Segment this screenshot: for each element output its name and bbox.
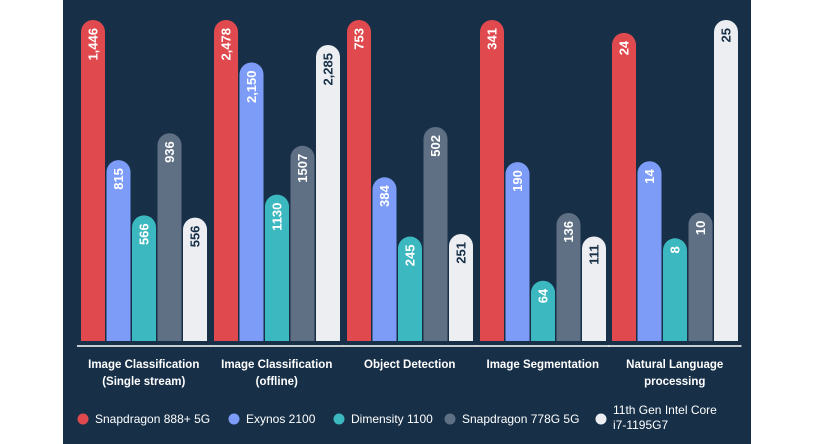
bar-value-label: 136 <box>561 221 576 243</box>
bar-exynos-2100-natural-language-processing <box>637 161 662 341</box>
bar-value-label: 2,285 <box>321 53 336 86</box>
bar-11th-gen-intel-core-i7-1195g7-image-classification-single-stream <box>183 217 207 341</box>
bar-value-label: 24 <box>617 40 632 55</box>
bar-value-label: 64 <box>536 288 551 303</box>
legend-label-dimensity-1100: Dimensity 1100 <box>351 412 433 426</box>
legend-label-11th-gen-intel-core-i7-1195g7: 11th Gen Intel Core i7-1195G7 <box>613 403 717 432</box>
bar-value-label: 815 <box>111 168 126 190</box>
bar-value-label: 14 <box>642 168 657 183</box>
category-label-natural-language-processing: Natural Language processing <box>626 359 723 388</box>
bar-11th-gen-intel-core-i7-1195g7-object-detection <box>449 234 473 341</box>
bar-value-label: 936 <box>162 141 177 163</box>
bar-value-label: 2,478 <box>219 28 234 61</box>
bar-snapdragon-888-5g-image-classification-single-stream <box>81 20 105 341</box>
bar-exynos-2100-image-classification-single-stream <box>106 160 131 341</box>
bar-snapdragon-778g-5g-image-segmentation <box>556 212 581 341</box>
category-label-image-classification-offline: Image Classification (offline) <box>221 359 332 388</box>
bar-value-label: 111 <box>587 245 602 265</box>
legend-swatch-snapdragon-888-5g <box>77 413 89 425</box>
bar-snapdragon-778g-5g-object-detection <box>423 127 448 342</box>
bar-value-label: 8 <box>668 246 683 253</box>
bar-dimensity-1100-image-segmentation <box>531 280 555 341</box>
bars-layer: 1,446 815 566 936 556 2,478 2,150 1130 1507 2,285… <box>81 20 738 342</box>
category-label-object-detection: Object Detection <box>364 359 455 371</box>
legend-swatch-11th-gen-intel-core-i7-1195g7 <box>595 413 607 425</box>
bar-value-label: 566 <box>137 223 152 245</box>
bar-value-label: 10 <box>693 221 708 235</box>
legend-label-exynos-2100: Exynos 2100 <box>246 412 316 426</box>
bar-value-label: 245 <box>403 245 418 267</box>
bar-snapdragon-888-5g-natural-language-processing <box>612 32 636 342</box>
bar-11th-gen-intel-core-i7-1195g7-image-segmentation <box>582 236 606 341</box>
bar-snapdragon-778g-5g-natural-language-processing <box>688 212 713 341</box>
bar-value-label: 556 <box>188 226 203 248</box>
bar-exynos-2100-object-detection <box>372 177 397 341</box>
bar-dimensity-1100-image-classification-single-stream <box>132 215 156 341</box>
bar-value-label: 1,446 <box>86 28 101 61</box>
bar-exynos-2100-image-segmentation <box>505 162 530 341</box>
category-label-image-classification-single-stream: Image Classification (Single stream) <box>88 359 199 388</box>
bar-snapdragon-778g-5g-image-classification-single-stream <box>157 133 182 341</box>
bar-value-label: 341 <box>485 28 500 50</box>
bar-snapdragon-778g-5g-image-classification-offline <box>290 145 315 341</box>
bar-value-label: 384 <box>377 185 392 207</box>
bar-value-label: 1130 <box>270 203 285 231</box>
bar-value-label: 1507 <box>295 154 310 183</box>
bar-value-label: 2,150 <box>244 70 259 103</box>
category-axis: Image Classification (Single stream) Image… <box>77 345 742 388</box>
bar-exynos-2100-image-classification-offline <box>239 62 264 341</box>
legend-label-snapdragon-778g-5g: Snapdragon 778G 5G <box>462 412 579 426</box>
bar-11th-gen-intel-core-i7-1195g7-natural-language-processing <box>714 20 738 341</box>
bar-dimensity-1100-object-detection <box>398 236 422 341</box>
bar-snapdragon-888-5g-image-segmentation <box>480 20 504 341</box>
chart: 1,446 815 566 936 556 2,478 2,150 1130 1507 2,285… <box>77 20 742 432</box>
chart-panel: 1,446 815 566 936 556 2,478 2,150 1130 1507 2,285… <box>63 0 751 444</box>
bar-value-label: 502 <box>428 135 443 157</box>
bar-11th-gen-intel-core-i7-1195g7-image-classification-offline <box>316 45 340 341</box>
category-label-image-segmentation: Image Segmentation <box>487 359 599 371</box>
bar-value-label: 25 <box>719 28 734 42</box>
bar-value-label: 753 <box>352 28 367 50</box>
legend-swatch-dimensity-1100 <box>333 413 345 425</box>
bar-dimensity-1100-image-classification-offline <box>265 194 289 341</box>
bar-snapdragon-888-5g-image-classification-offline <box>214 20 238 341</box>
bar-value-label: 190 <box>510 170 525 192</box>
legend-swatch-exynos-2100 <box>228 413 240 425</box>
legend: Snapdragon 888+ 5G Exynos 2100 Dimensity 1… <box>77 403 717 432</box>
bar-dimensity-1100-natural-language-processing <box>663 238 687 341</box>
legend-label-snapdragon-888-5g: Snapdragon 888+ 5G <box>95 412 210 426</box>
bar-value-label: 251 <box>454 242 469 264</box>
bar-snapdragon-888-5g-object-detection <box>347 20 371 341</box>
legend-swatch-snapdragon-778g-5g <box>444 413 456 425</box>
